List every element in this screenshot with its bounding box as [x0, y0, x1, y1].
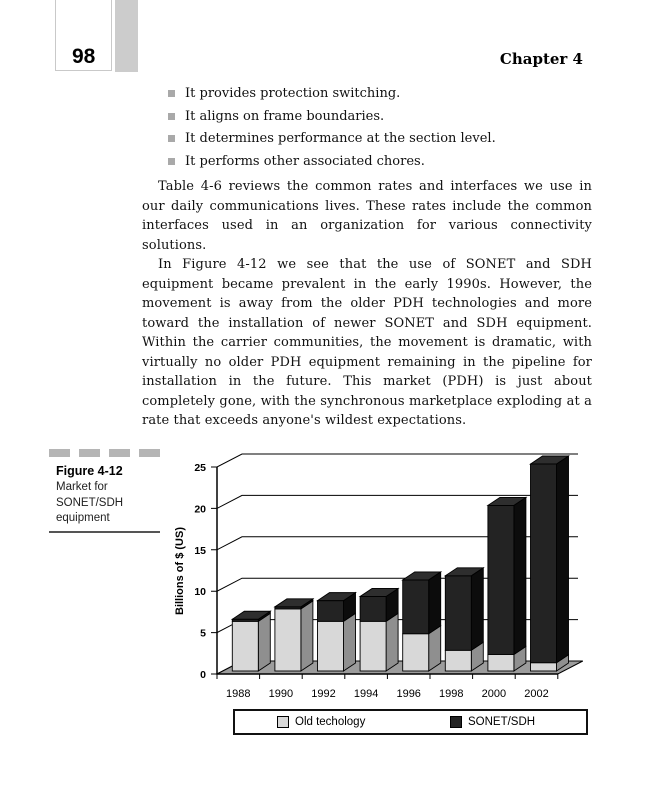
paragraph: Table 4-6 reviews the common rates and i…	[142, 179, 592, 253]
bar-cap	[273, 598, 315, 608]
dash-icon	[109, 449, 130, 457]
x-tick-label: 1994	[354, 688, 378, 700]
chart-legend: Old techology SONET/SDH	[233, 709, 588, 735]
bar-cap	[316, 592, 357, 602]
legend-item-sonet-sdh: SONET/SDH	[450, 711, 535, 733]
x-tick-label: 2002	[524, 688, 548, 700]
bar-cap	[401, 571, 443, 581]
chapter-title: Chapter 4	[499, 50, 583, 68]
bullet-text: It provides protection switching.	[185, 86, 401, 101]
bar-cap	[443, 567, 485, 577]
y-tick-label: 15	[194, 545, 206, 557]
bullet-text: It performs other associated chores.	[185, 154, 425, 170]
paragraph: In Figure 4-12 we see that the use of SO…	[142, 257, 592, 428]
y-tick-label: 25	[194, 462, 206, 474]
bar-front-old	[317, 620, 344, 672]
figure-rule	[49, 530, 160, 533]
bullet-square-icon	[168, 158, 175, 166]
bar-1996	[401, 571, 443, 672]
bar-front-sonet	[444, 575, 472, 651]
bar-front-old	[402, 633, 430, 672]
page-number: 98	[72, 45, 96, 68]
figure-marker-dashes	[49, 449, 164, 457]
bar-front-sonet	[359, 596, 387, 622]
bullet-text: It determines performance at the section…	[185, 131, 496, 147]
body-text: Table 4-6 reviews the common rates and i…	[142, 177, 592, 431]
bar-side-old	[385, 612, 399, 672]
dash-icon	[139, 449, 160, 457]
bar-1992	[316, 591, 357, 672]
x-tick-label: 1990	[269, 688, 293, 700]
bar-front-sonet	[317, 600, 344, 622]
legend-swatch-dark	[450, 716, 462, 728]
legend-item-old-technology: Old techology	[277, 711, 365, 733]
bar-side-sonet	[470, 566, 484, 652]
bar-front-sonet	[487, 504, 515, 655]
bullet-item: It aligns on frame boundaries.	[168, 108, 598, 131]
chart-floor	[216, 660, 584, 675]
sonet-sdh-market-chart: 0 5 10 15 20 25 1988 1990 1992 1994 1996 1998 2000 20…	[174, 453, 584, 700]
figure-caption-block: Figure 4-12 Market for SONET/SDH equipme…	[49, 449, 164, 533]
bar-cap	[358, 588, 400, 597]
gridline	[211, 494, 578, 509]
bullet-square-icon	[168, 90, 175, 97]
bullet-item: It performs other associated chores.	[168, 153, 598, 176]
bar-front-old	[274, 608, 302, 672]
bar-side-old	[343, 612, 356, 672]
y-tick-label: 5	[200, 628, 206, 640]
legend-label: SONET/SDH	[468, 716, 536, 728]
bar-front-old	[359, 620, 387, 672]
bar-cap	[529, 455, 570, 465]
bar-cap	[230, 610, 272, 620]
bar-2000	[486, 496, 528, 672]
bar-front-old	[487, 653, 515, 672]
bar-front-sonet	[402, 579, 430, 635]
legend-label: Old techology	[295, 716, 366, 728]
page-edge-bar	[115, 0, 138, 72]
dash-icon	[49, 449, 70, 457]
bar-front-sonet	[530, 463, 557, 664]
dash-icon	[79, 449, 100, 457]
y-tick-label: 10	[194, 586, 206, 598]
bar-front-old	[231, 620, 259, 672]
bullet-square-icon	[168, 112, 175, 120]
gridline	[211, 453, 578, 468]
bar-side-sonet	[428, 571, 442, 635]
bar-1988	[230, 610, 272, 672]
y-axis-title: Billions of $ (US)	[174, 527, 186, 615]
bullet-item: It determines performance at the section…	[168, 130, 598, 153]
bullet-item: It provides protection switching.	[168, 85, 598, 108]
bar-side-old	[257, 612, 271, 672]
bullet-square-icon	[168, 135, 175, 143]
x-tick-label: 1992	[311, 688, 335, 700]
gridline	[211, 536, 578, 551]
figure-label: Figure 4-12	[56, 464, 123, 478]
bar-1994	[358, 587, 400, 672]
bar-side-sonet	[513, 496, 527, 656]
bar-side-sonet	[556, 455, 569, 664]
bar-2002	[529, 455, 570, 672]
bar-1990	[273, 597, 315, 672]
bar-front-old	[444, 649, 472, 672]
y-tick-label: 20	[194, 503, 206, 515]
bullet-list: It provides protection switching. It ali…	[168, 85, 598, 176]
x-tick-label: 2000	[482, 688, 506, 700]
bar-1998	[443, 566, 485, 672]
bullet-text: It aligns on frame boundaries.	[185, 108, 385, 124]
x-tick-label: 1998	[439, 688, 463, 700]
bar-front-old	[530, 662, 557, 672]
page-number-box: 98	[55, 0, 112, 71]
x-tick-label: 1988	[226, 688, 250, 700]
legend-swatch-light	[277, 716, 289, 728]
bar-cap	[486, 496, 528, 506]
x-tick-label: 1996	[396, 688, 420, 700]
y-tick-label: 0	[200, 669, 206, 681]
figure-caption: Market for SONET/SDH equipment	[56, 481, 124, 524]
bar-side-old	[300, 600, 314, 672]
